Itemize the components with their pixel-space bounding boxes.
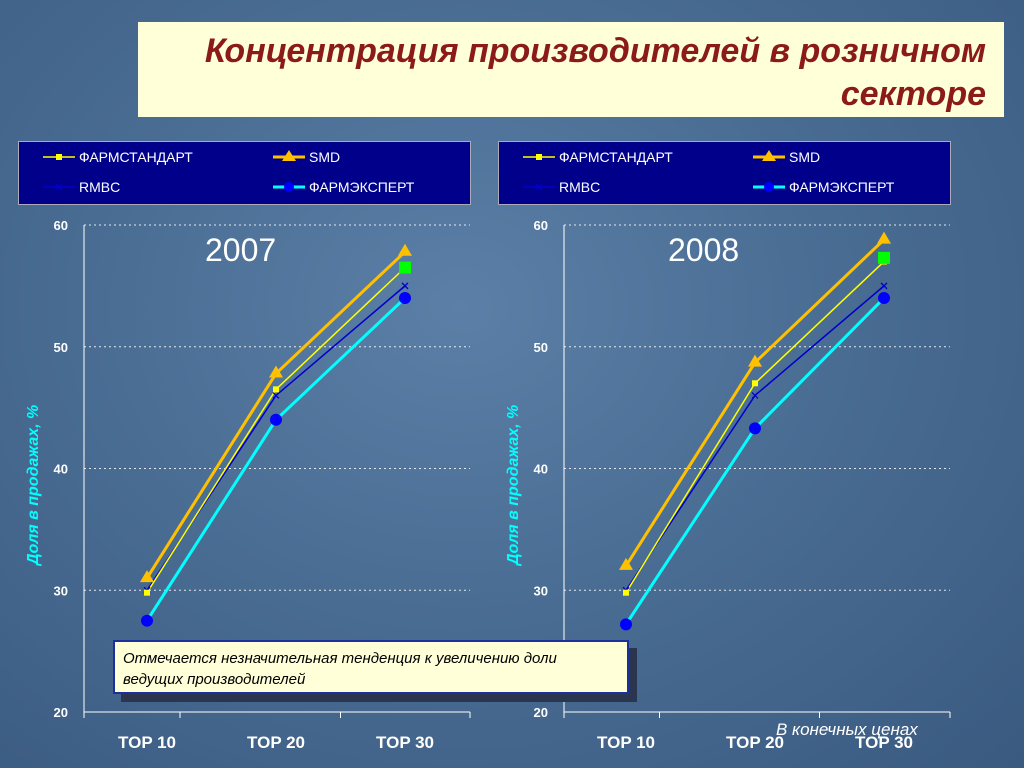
y-tick-label: 40 — [54, 462, 68, 477]
data-point-farmstandart — [144, 589, 150, 596]
data-point-farmstandart — [623, 589, 629, 596]
legend-label: ФАРМСТАНДАРТ — [79, 149, 193, 165]
x-category-label: TOP 20 — [726, 733, 784, 752]
series-line-2 — [146, 285, 406, 591]
legend-label: SMD — [789, 149, 821, 165]
data-point-farmexpert — [399, 292, 411, 305]
legend-marker-rmbc — [523, 183, 555, 191]
note-box: Отмечается незначительная тенденция к ув… — [113, 640, 629, 694]
legend-marker-rmbc — [43, 183, 75, 191]
data-point-rmbc — [751, 391, 759, 399]
x-category-label: TOP 10 — [118, 733, 176, 752]
footer-note: В конечных ценах — [776, 720, 918, 739]
y-tick-label: 50 — [54, 340, 68, 355]
x-category-label: TOP 30 — [376, 733, 434, 752]
legend-label: RMBC — [559, 179, 601, 195]
data-point-smd — [269, 365, 283, 378]
legend-2008: ФАРМСТАНДАРТ SMD RMBC ФАРМЭКСПЕРТ — [498, 141, 951, 205]
x-category-label: TOP 20 — [247, 733, 305, 752]
title-line-2: секторе — [840, 75, 986, 113]
data-point-farmexpert — [141, 614, 153, 627]
y-tick-label: 60 — [534, 218, 548, 233]
data-point-rmbc — [880, 282, 888, 290]
legend-label: RMBC — [79, 179, 121, 195]
year-label-2008: 2008 — [668, 232, 740, 268]
legend-marker-farmstandart — [43, 154, 75, 160]
y-tick-label: 60 — [54, 218, 68, 233]
data-point-farmexpert — [270, 413, 282, 426]
x-category-label: TOP 30 — [855, 733, 913, 752]
y-axis-label-2008: Доля в продажах, % — [505, 404, 522, 565]
slide-title: Концентрация производителей в розничном … — [138, 30, 986, 116]
data-point-farmstandart — [273, 386, 279, 393]
legend-label: ФАРМСТАНДАРТ — [559, 149, 673, 165]
y-tick-label: 20 — [534, 705, 548, 720]
title-box: Концентрация производителей в розничном … — [138, 22, 1004, 117]
series-line-0 — [146, 267, 406, 594]
series-line-1 — [624, 238, 886, 567]
data-point-rmbc — [272, 391, 280, 399]
y-axis-label-2007: Доля в продажах, % — [25, 404, 42, 565]
legend-marker-smd — [273, 150, 305, 161]
legend-marker-farmexpert — [273, 182, 305, 192]
legend-label: SMD — [309, 149, 341, 165]
data-point-farmexpert — [620, 618, 632, 631]
y-tick-label: 30 — [534, 583, 548, 598]
data-point-farmexpert — [878, 292, 890, 305]
data-point-smd — [877, 231, 891, 244]
legend-label: ФАРМЭКСПЕРТ — [309, 179, 415, 195]
data-point-extra — [399, 261, 411, 274]
y-tick-label: 20 — [54, 705, 68, 720]
y-tick-label: 30 — [54, 583, 68, 598]
legend-marker-farmexpert — [753, 182, 785, 192]
data-point-smd — [398, 243, 412, 256]
legend-marker-smd — [753, 150, 785, 161]
data-point-extra — [878, 251, 890, 264]
title-line-1: Концентрация производителей в розничном — [204, 32, 986, 70]
data-point-smd — [140, 570, 154, 583]
x-category-label: TOP 10 — [597, 733, 655, 752]
y-tick-label: 50 — [534, 340, 548, 355]
series-line-2 — [625, 285, 885, 591]
year-label-2007: 2007 — [205, 232, 277, 268]
legend-marker-farmstandart — [523, 154, 555, 160]
data-point-smd — [748, 354, 762, 367]
legend-label: ФАРМЭКСПЕРТ — [789, 179, 895, 195]
data-point-farmstandart — [752, 380, 758, 387]
data-point-farmexpert — [749, 422, 761, 435]
legend-2007: ФАРМСТАНДАРТ SMD RMBC ФАРМЭКСПЕРТ — [18, 141, 471, 205]
data-point-rmbc — [401, 282, 409, 290]
y-tick-label: 40 — [534, 462, 548, 477]
data-point-smd — [619, 557, 633, 570]
